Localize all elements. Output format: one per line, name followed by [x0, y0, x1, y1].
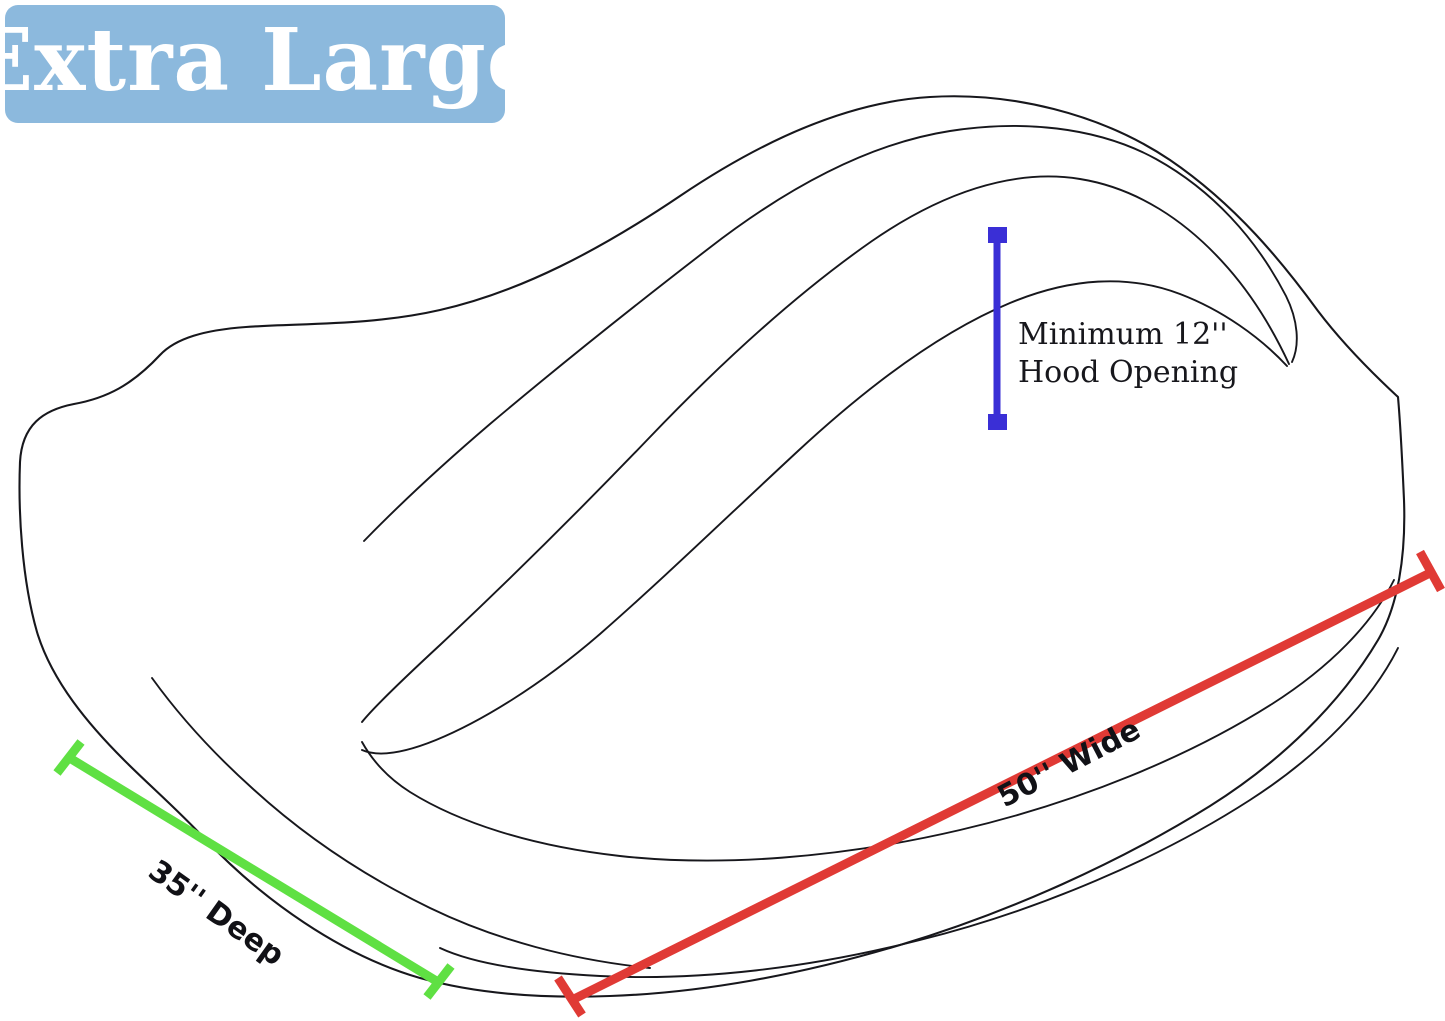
depth-dimension-line [53, 739, 455, 1000]
bag-outer-silhouette [18, 95, 1406, 998]
hood-dimension-cap-top [988, 227, 1007, 243]
hood-opening-label-line2: Hood Opening [1018, 354, 1239, 390]
bag-lid-seam-middle [361, 175, 1290, 723]
depth-dimension-cap-top [53, 739, 85, 776]
bag-hood-opening-edge [361, 280, 1288, 755]
size-badge: Extra Large [0, 5, 541, 123]
hood-opening-label-line1: Minimum 12'' [1018, 317, 1228, 352]
hood-opening-dimension-line [988, 227, 1007, 430]
hood-opening-label: Minimum 12'' Hood Opening [1018, 316, 1238, 391]
bag-front-crease [361, 579, 1395, 862]
width-dimension-cap-left [554, 975, 586, 1018]
cargo-bag-outline [18, 95, 1406, 998]
depth-dimension-cap-bottom [423, 963, 455, 1000]
bag-lid-seam-upper [363, 125, 1298, 542]
width-dimension-shaft [569, 568, 1433, 1005]
depth-dimension-shaft [65, 753, 441, 986]
width-dimension-line [554, 549, 1445, 1018]
bag-base-rim [439, 647, 1399, 978]
hood-dimension-cap-bottom [988, 414, 1007, 430]
width-dimension-cap-right [1416, 549, 1445, 593]
bag-left-lower-fold [151, 677, 651, 969]
size-badge-label: Extra Large [0, 10, 543, 111]
